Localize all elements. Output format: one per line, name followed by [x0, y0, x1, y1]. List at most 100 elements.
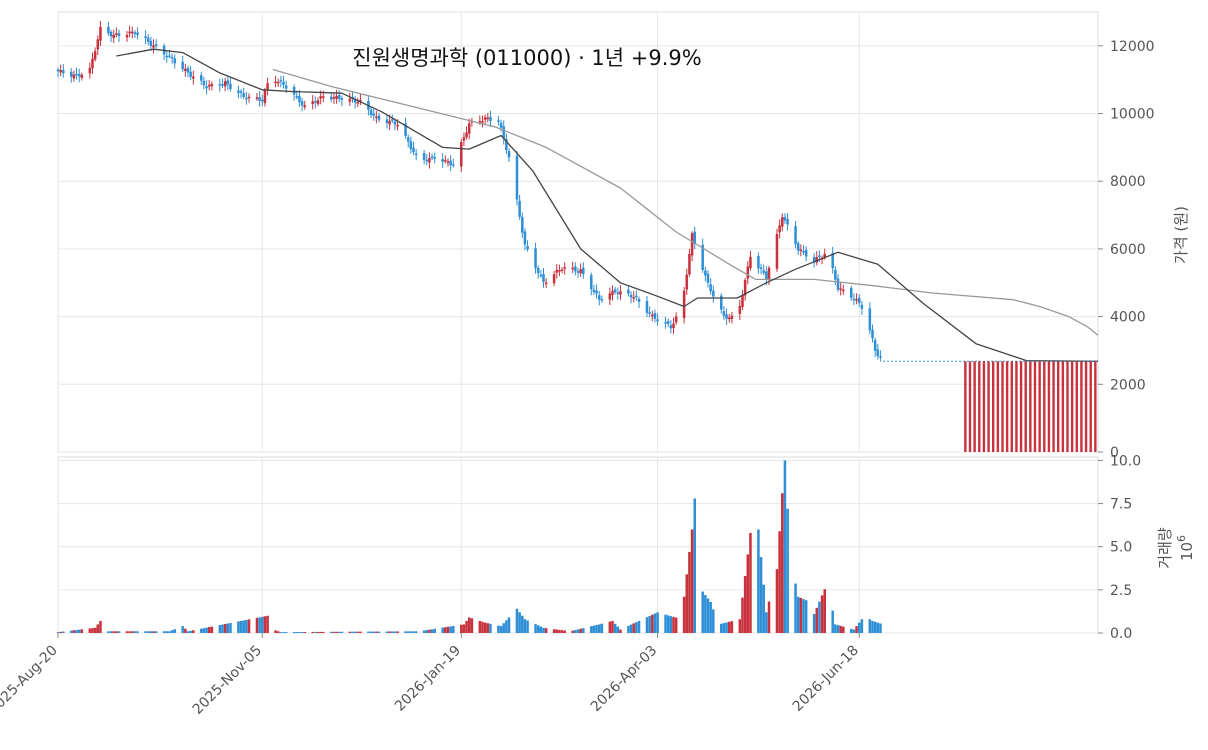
candle-body	[648, 312, 651, 314]
volume-bar	[406, 631, 410, 633]
candle-body	[128, 31, 131, 34]
volume-bar	[311, 631, 314, 633]
volume-bar	[767, 601, 771, 633]
projection-bar	[1084, 361, 1088, 452]
projection-bar	[1038, 361, 1041, 452]
volume-bar	[515, 608, 519, 633]
candle-body	[284, 85, 288, 89]
date-tick-label: 2026-Apr-03	[588, 643, 661, 716]
volume-bar	[539, 626, 543, 633]
volume-bar	[170, 630, 174, 633]
volume-bar	[462, 624, 466, 633]
candle-body	[860, 304, 864, 309]
candle-body	[192, 76, 195, 79]
candle-body	[706, 273, 710, 283]
volume-bar	[799, 597, 803, 633]
candle-body	[818, 255, 821, 258]
volume-bar	[741, 597, 744, 633]
projection-bar	[1001, 361, 1004, 452]
candle-body	[332, 97, 336, 99]
candle-body	[741, 295, 744, 307]
volume-exponent-base: 10	[1178, 542, 1196, 561]
candle-body	[109, 32, 113, 37]
volume-bar	[757, 529, 760, 633]
volume-bar	[730, 621, 734, 633]
volume-bar	[200, 628, 203, 633]
volume-bar	[552, 629, 556, 633]
volume-bar	[518, 612, 521, 633]
candle-body	[348, 98, 352, 102]
volume-bar	[452, 625, 455, 633]
candle-body	[709, 284, 712, 292]
candle-body	[725, 314, 728, 319]
volume-bar	[367, 631, 370, 633]
candle-body	[608, 293, 612, 300]
volume-bar	[852, 629, 856, 633]
volume-bar	[239, 620, 243, 633]
volume-bar	[876, 622, 880, 633]
axis-ticks: 0 2000 4000 6000 8000 10000 12000 0.0 2.5 5.0 7.5 1…	[0, 39, 1155, 718]
volume-bar	[611, 620, 614, 633]
volume-bar	[873, 621, 877, 633]
volume-bar	[430, 629, 434, 633]
volume-tick-label: 0.0	[1110, 626, 1132, 642]
candle-body	[319, 96, 322, 99]
candle-body	[391, 119, 394, 121]
volume-bar	[749, 532, 752, 633]
volume-bar	[842, 626, 845, 633]
projection-bar	[1057, 361, 1060, 452]
candle-body	[674, 316, 678, 323]
volume-bar	[412, 631, 415, 633]
projection-bar	[996, 361, 1000, 452]
candle-body	[523, 231, 527, 245]
volume-bar	[444, 627, 447, 633]
volume-bar	[449, 626, 452, 633]
projection-bar	[1089, 361, 1092, 452]
candle-body	[576, 271, 580, 273]
volume-bar	[202, 628, 206, 633]
candle-body	[276, 81, 280, 84]
volume-bar	[218, 625, 222, 633]
candle-body	[505, 138, 508, 151]
volume-bar	[316, 631, 320, 633]
price-candles	[56, 20, 882, 362]
candle-body	[839, 288, 842, 290]
projection-bar	[964, 361, 967, 452]
candle-body	[388, 120, 391, 125]
volume-bar	[117, 631, 121, 633]
ma-long-line	[272, 68, 1099, 336]
volume-bar	[223, 624, 227, 633]
candle-body	[852, 298, 856, 301]
grid-lines	[57, 12, 1098, 634]
candle-body	[88, 67, 92, 74]
candle-body	[812, 257, 816, 262]
volume-bar	[356, 631, 360, 633]
volume-bar	[743, 576, 747, 633]
candle-body	[765, 271, 768, 280]
volume-bar	[526, 620, 529, 633]
volume-bar	[192, 630, 195, 633]
volume-bar	[284, 632, 288, 633]
volume-bar	[536, 625, 540, 633]
volume-bar	[441, 627, 444, 633]
volume-bar	[154, 631, 158, 633]
volume-bar	[794, 583, 797, 633]
candle-body	[775, 233, 779, 269]
volume-bar	[544, 628, 548, 633]
volume-tick-label: 10.0	[1110, 453, 1141, 469]
candle-body	[629, 294, 633, 298]
volume-bar	[80, 629, 84, 633]
volume-bar	[93, 627, 97, 633]
volume-bar	[600, 623, 604, 633]
candle-body	[515, 155, 519, 200]
volume-bar	[467, 617, 471, 633]
candle-body	[144, 36, 147, 39]
projection-bar	[973, 361, 976, 452]
candle-body	[279, 80, 283, 82]
volume-bar	[682, 596, 686, 633]
projection-bar	[992, 361, 995, 452]
volume-bar	[391, 631, 394, 633]
candle-body	[125, 35, 129, 38]
volume-bar	[409, 631, 413, 633]
volume-bar	[693, 498, 696, 633]
